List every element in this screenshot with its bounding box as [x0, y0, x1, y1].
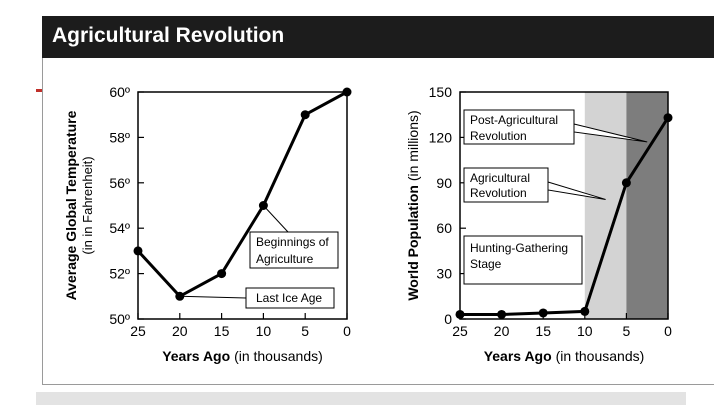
y-axis-label: Average Global Temperature — [63, 110, 79, 300]
data-point — [580, 306, 590, 316]
y-tick-label: 0 — [444, 311, 452, 327]
data-point — [538, 308, 548, 318]
x-tick-label: 0 — [664, 323, 672, 339]
x-tick-label: 10 — [256, 323, 272, 339]
data-point — [217, 269, 227, 279]
x-tick-label: 15 — [214, 323, 230, 339]
slide-title: Agricultural Revolution — [52, 24, 285, 47]
data-point — [133, 246, 143, 256]
annotation-text: Agricultural — [470, 171, 530, 185]
annotation-pointer — [573, 123, 648, 143]
y-tick-label: 54º — [109, 220, 130, 236]
x-axis-label: Years Ago (in thousands) — [484, 348, 645, 364]
series-line — [460, 116, 670, 316]
y-tick-label: 60º — [109, 84, 130, 100]
data-point — [258, 201, 268, 210]
y-tick-label: 50º — [109, 311, 130, 327]
frame-left-rule — [42, 58, 43, 385]
annotation-text: Last Ice Age — [256, 291, 322, 305]
data-point — [455, 309, 465, 319]
data-point — [342, 87, 352, 97]
x-tick-label: 15 — [535, 323, 551, 339]
x-tick-label: 20 — [494, 323, 510, 339]
x-axis-label-main: Years Ago — [162, 348, 234, 364]
x-axis-label: Years Ago (in thousands) — [162, 348, 323, 364]
x-tick-label: 25 — [130, 323, 146, 339]
x-tick-label: 5 — [301, 323, 309, 339]
annotation-pointer — [547, 181, 606, 200]
y-tick-label: 30 — [436, 266, 452, 282]
y-axis-label-sub: (in millions) — [405, 110, 421, 181]
annotation-text: Post-Agricultural — [470, 113, 558, 127]
plot-frame — [459, 91, 669, 320]
annotation-box — [463, 109, 575, 145]
x-axis-label-sub: (in thousands) — [556, 348, 645, 364]
title-bar: Agricultural Revolution — [42, 16, 714, 58]
frame-bottom-rule — [42, 384, 714, 385]
series-line — [136, 90, 348, 299]
x-tick-label: 5 — [623, 323, 631, 339]
y-axis-label-main: World Population — [405, 181, 421, 301]
x-axis-label-main: Years Ago — [484, 348, 556, 364]
y-tick-label: 60 — [436, 220, 452, 236]
plot-frame — [137, 91, 348, 320]
annotation-text: Stage — [470, 257, 502, 271]
annotation-box — [249, 231, 339, 269]
x-tick-label: 10 — [577, 323, 593, 339]
data-point — [497, 309, 507, 319]
y-tick-label: 150 — [429, 84, 453, 100]
y-tick-label: 120 — [429, 129, 453, 145]
y-tick-label: 90 — [436, 175, 452, 191]
annotation-text: Agriculture — [256, 252, 314, 266]
x-tick-label: 25 — [452, 323, 468, 339]
annotation-text: Beginnings of — [256, 235, 329, 249]
y-axis-label-sub: (in in Fahrenheit) — [80, 156, 95, 254]
x-axis-label-sub: (in thousands) — [234, 348, 323, 364]
x-tick-label: 0 — [343, 323, 351, 339]
annotation-pointer — [179, 295, 247, 299]
data-point — [621, 178, 631, 188]
chart-pop: 0 30 60 90 120 150 25 20 15 10 5 0 Years Ago (in tho… — [405, 84, 673, 364]
y-tick-label: 58º — [109, 129, 130, 145]
y-axis-label: World Population (in millions) — [405, 110, 421, 300]
x-tick-label: 20 — [172, 323, 188, 339]
y-tick-label: 56º — [109, 175, 130, 191]
data-point — [663, 113, 673, 123]
data-point — [300, 110, 310, 120]
annotation-text: Revolution — [470, 129, 527, 143]
data-point — [175, 291, 185, 301]
footer-band — [36, 392, 686, 405]
annotation-pointer — [263, 205, 289, 233]
chart-temp: 50º 52º 54º 56º 58º 60º 25 20 15 10 5 0 Years Ago (i… — [63, 84, 352, 364]
annotation-text: Hunting-Gathering — [470, 241, 568, 255]
annotation-text: Revolution — [470, 186, 527, 200]
annotation-box — [463, 167, 549, 203]
accent-mark — [36, 89, 43, 92]
annotation-box — [463, 235, 583, 285]
y-tick-label: 52º — [109, 266, 130, 282]
